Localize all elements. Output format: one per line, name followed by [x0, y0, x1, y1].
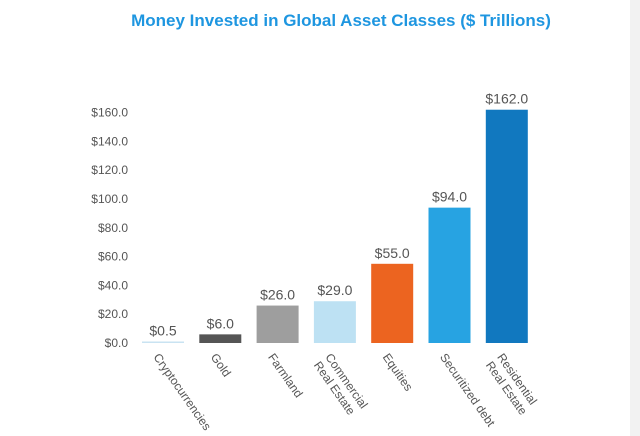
bar: [485, 109, 528, 343]
bar-value-label: $94.0: [432, 189, 467, 205]
y-tick-label: $20.0: [98, 307, 128, 321]
bar-value-label: $6.0: [207, 315, 234, 331]
bar: [256, 305, 299, 343]
chart-title: Money Invested in Global Asset Classes (…: [131, 11, 551, 30]
category-label: Equities: [380, 351, 416, 394]
bar-value-label: $26.0: [260, 287, 295, 303]
category-label-line: Equities: [380, 351, 416, 394]
y-tick-label: $40.0: [98, 278, 128, 292]
bar: [313, 301, 356, 343]
y-tick-label: $160.0: [91, 106, 128, 120]
category-label: Farmland: [265, 351, 306, 401]
y-tick-label: $100.0: [91, 192, 128, 206]
bar-value-label: $55.0: [375, 245, 410, 261]
category-label-line: Cryptocurrencies: [151, 351, 214, 433]
category-label: Cryptocurrencies: [151, 351, 214, 433]
bar-value-label: $29.0: [317, 282, 352, 298]
bar: [428, 207, 471, 343]
category-label-line: Farmland: [265, 351, 306, 401]
y-tick-label: $60.0: [98, 250, 128, 264]
bar-value-label: $0.5: [149, 323, 176, 339]
category-label-line: Gold: [208, 351, 234, 380]
bar-value-label: $162.0: [485, 91, 528, 107]
y-tick-label: $120.0: [91, 163, 128, 177]
y-tick-label: $140.0: [91, 134, 128, 148]
y-tick-label: $80.0: [98, 221, 128, 235]
bar: [371, 263, 414, 343]
category-label: Gold: [208, 351, 234, 380]
bar: [199, 334, 242, 343]
y-tick-label: $0.0: [105, 336, 129, 350]
bar: [142, 341, 184, 343]
